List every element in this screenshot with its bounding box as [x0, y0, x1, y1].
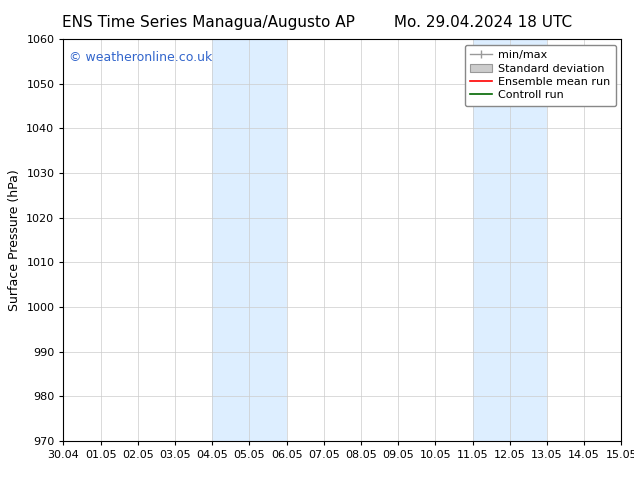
- Legend: min/max, Standard deviation, Ensemble mean run, Controll run: min/max, Standard deviation, Ensemble me…: [465, 45, 616, 106]
- Text: © weatheronline.co.uk: © weatheronline.co.uk: [69, 51, 212, 64]
- Bar: [472, 39, 547, 441]
- Text: ENS Time Series Managua/Augusto AP        Mo. 29.04.2024 18 UTC: ENS Time Series Managua/Augusto AP Mo. 2…: [62, 15, 572, 30]
- Y-axis label: Surface Pressure (hPa): Surface Pressure (hPa): [8, 169, 21, 311]
- Bar: [212, 39, 287, 441]
